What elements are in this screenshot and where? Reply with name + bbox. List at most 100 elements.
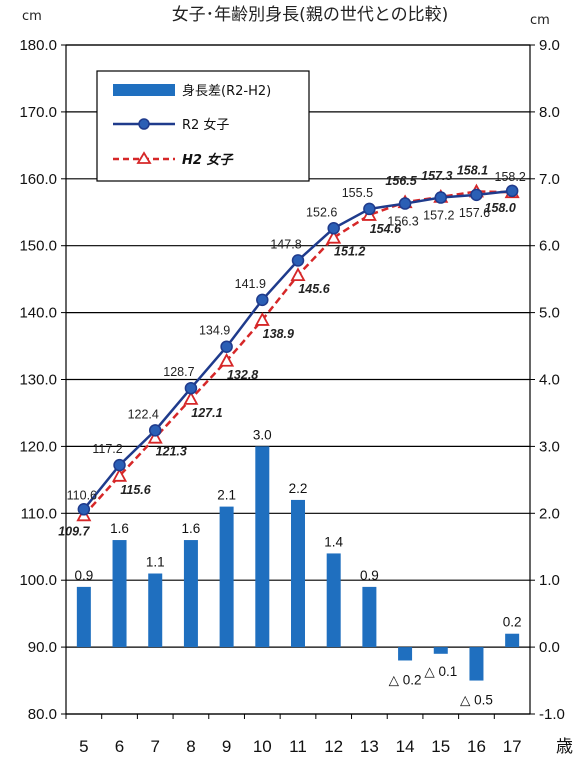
h2-marker bbox=[254, 312, 270, 326]
r2-data-label: 157.6 bbox=[459, 206, 490, 220]
diff-bar-label: 2.1 bbox=[217, 488, 236, 503]
diff-bar-label: 2.2 bbox=[289, 481, 308, 496]
diff-bar-label: △ 0.2 bbox=[389, 672, 422, 687]
diff-bar-label: 0.2 bbox=[503, 615, 522, 630]
left-tick-label: 160.0 bbox=[19, 171, 57, 188]
right-tick-label: 3.0 bbox=[539, 438, 560, 455]
diff-bar-label: 1.6 bbox=[110, 521, 129, 536]
legend: 身長差(R2-H2) R2 女子 H2 女子 bbox=[96, 70, 310, 182]
r2-marker bbox=[505, 184, 519, 198]
left-tick-label: 140.0 bbox=[19, 305, 57, 322]
h2-data-label: 156.5 bbox=[385, 174, 417, 188]
r2-marker bbox=[220, 340, 233, 353]
r2-data-label: 141.9 bbox=[235, 277, 266, 291]
diff-bar-label: 1.6 bbox=[182, 521, 201, 536]
r2-data-label: 122.4 bbox=[128, 407, 159, 421]
h2-data-label: 132.8 bbox=[227, 368, 258, 382]
x-tick-label: 6 bbox=[115, 737, 124, 756]
diff-bar-labels: 0.9 1.6 1.1 1.6 2.1 3.0 2.2 1.4 0.9 △ 0.2△ 0.1△ 0… bbox=[74, 427, 521, 707]
x-axis-unit: 歳 bbox=[556, 737, 573, 756]
diff-bars bbox=[76, 446, 520, 681]
plot-frame bbox=[65, 44, 531, 715]
diff-bar-label: 1.4 bbox=[324, 534, 343, 549]
r2-marker bbox=[291, 254, 305, 267]
diff-bar bbox=[255, 446, 270, 648]
left-tick-label: 90.0 bbox=[28, 639, 57, 656]
h2-marker bbox=[290, 267, 306, 282]
h2-marker bbox=[112, 467, 128, 482]
x-axis-ticks: 5 6 7 8 9 10 11 12 13 14 15 16 17 bbox=[65, 714, 522, 756]
diff-bar-label: △ 0.5 bbox=[460, 693, 493, 708]
h2-data-label: 145.6 bbox=[298, 282, 330, 296]
r2-marker bbox=[148, 424, 162, 437]
h2-marker bbox=[183, 391, 199, 405]
r2-marker bbox=[327, 222, 340, 235]
x-tick-label: 15 bbox=[431, 737, 450, 756]
left-axis-unit: cm bbox=[22, 9, 42, 24]
r2-marker bbox=[256, 293, 269, 307]
right-tick-label: 6.0 bbox=[539, 238, 560, 255]
left-tick-label: 130.0 bbox=[19, 372, 57, 389]
chart-title: 女子･年齢別身長(親の世代との比較) bbox=[172, 5, 449, 25]
h2-marker bbox=[219, 352, 235, 367]
legend-r2-label: R2 女子 bbox=[182, 117, 229, 133]
x-tick-label: 12 bbox=[324, 737, 343, 756]
h2-data-label: 151.2 bbox=[334, 245, 365, 259]
r2-marker bbox=[113, 458, 126, 472]
h2-data-label: 138.9 bbox=[263, 327, 294, 341]
x-tick-label: 5 bbox=[79, 737, 88, 756]
h2-marker bbox=[147, 429, 163, 444]
diff-bar bbox=[398, 647, 413, 661]
right-tick-label: 8.0 bbox=[539, 104, 560, 121]
right-tick-label: 0.0 bbox=[539, 639, 560, 656]
h2-data-label: 157.3 bbox=[421, 169, 452, 183]
right-tick-label: 5.0 bbox=[539, 305, 560, 322]
right-tick-label: 7.0 bbox=[539, 171, 560, 188]
h2-data-label: 115.6 bbox=[120, 483, 151, 497]
legend-h2-marker bbox=[136, 151, 152, 164]
r2-data-label: 128.7 bbox=[163, 365, 194, 379]
h2-marker bbox=[326, 229, 342, 244]
x-tick-label: 17 bbox=[503, 737, 522, 756]
right-tick-label: 4.0 bbox=[539, 372, 560, 389]
r2-data-label: 156.3 bbox=[387, 215, 418, 229]
diff-bar bbox=[112, 540, 127, 648]
right-tick-label: 1.0 bbox=[539, 572, 560, 589]
diff-bar-label: 0.9 bbox=[360, 568, 379, 583]
x-tick-label: 9 bbox=[222, 737, 231, 756]
r2-data-label: 110.6 bbox=[67, 488, 97, 502]
left-tick-label: 180.0 bbox=[19, 37, 57, 54]
legend-bar-swatch bbox=[113, 84, 175, 96]
r2-marker bbox=[184, 381, 198, 395]
left-tick-label: 120.0 bbox=[19, 438, 57, 455]
h2-line-series bbox=[76, 183, 520, 522]
r2-marker bbox=[434, 191, 448, 204]
r2-data-label: 155.5 bbox=[342, 186, 373, 200]
r2-data-label: 157.2 bbox=[423, 209, 454, 223]
r2-data-label: 158.2 bbox=[495, 170, 526, 184]
diff-bar bbox=[505, 633, 520, 648]
x-tick-label: 8 bbox=[186, 737, 195, 756]
x-tick-label: 10 bbox=[253, 737, 272, 756]
h2-data-label: 154.6 bbox=[370, 222, 402, 236]
x-tick-label: 16 bbox=[467, 737, 486, 756]
diff-bar bbox=[291, 499, 305, 648]
r2-data-labels: 110.6 117.2 122.4 128.7 134.9 141.9 147.8 152.6… bbox=[67, 170, 526, 502]
diff-bar bbox=[326, 553, 341, 648]
right-tick-label: 2.0 bbox=[539, 505, 560, 522]
diff-bar bbox=[148, 573, 163, 648]
diff-bar bbox=[183, 540, 198, 648]
h2-data-label: 109.7 bbox=[58, 524, 90, 538]
diff-bar-label: 3.0 bbox=[253, 427, 272, 442]
legend-r2-marker bbox=[138, 118, 150, 130]
x-tick-label: 7 bbox=[150, 737, 159, 756]
r2-marker bbox=[363, 202, 376, 216]
legend-bar-label: 身長差(R2-H2) bbox=[182, 83, 271, 99]
r2-marker bbox=[77, 503, 91, 516]
h2-data-label: 127.1 bbox=[191, 406, 222, 420]
right-tick-label: 9.0 bbox=[539, 37, 560, 54]
left-tick-label: 150.0 bbox=[19, 238, 57, 255]
diff-bar bbox=[219, 506, 234, 648]
r2-line-series bbox=[77, 184, 519, 516]
left-tick-label: 100.0 bbox=[19, 572, 57, 589]
